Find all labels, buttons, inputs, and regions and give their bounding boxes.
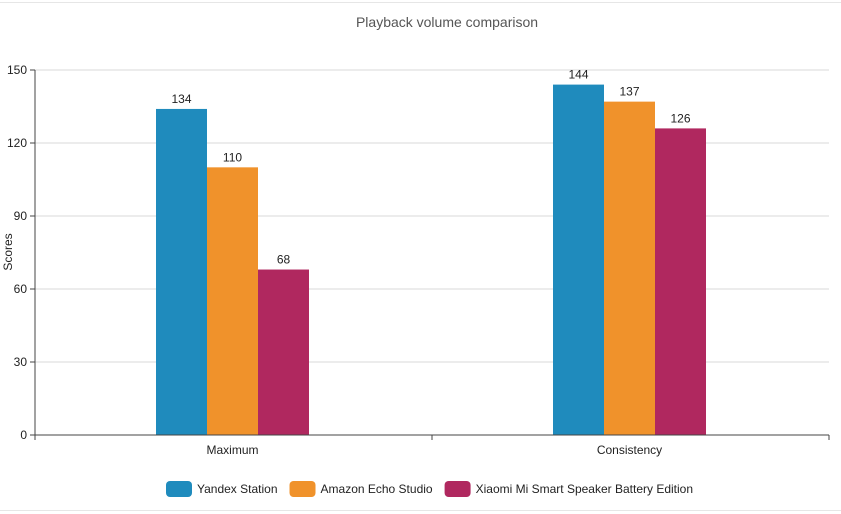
legend-label: Amazon Echo Studio [321, 482, 433, 496]
data-label: 144 [568, 68, 588, 82]
data-label: 134 [171, 92, 191, 106]
legend-swatch [166, 481, 192, 497]
y-tick-label: 90 [14, 209, 28, 223]
y-tick-label: 60 [14, 282, 28, 296]
bar [655, 128, 706, 435]
y-tick-label: 0 [20, 428, 27, 442]
data-label: 68 [277, 253, 291, 267]
bar [604, 101, 655, 435]
bar [156, 108, 207, 435]
data-label: 126 [670, 111, 690, 125]
bar [258, 269, 309, 435]
legend-swatch [289, 481, 316, 497]
legend-swatch [444, 481, 471, 497]
bar [553, 84, 604, 435]
chart-title: Playback volume comparison [356, 14, 538, 30]
data-label: 137 [619, 85, 639, 99]
x-tick-label: Consistency [597, 443, 662, 457]
frame-top-divider [0, 2, 841, 3]
y-tick-label: 120 [7, 136, 27, 150]
bar [207, 167, 258, 436]
data-label: 110 [223, 150, 242, 164]
y-axis-label: Scores [1, 233, 15, 270]
frame-bottom-divider [0, 510, 841, 511]
x-tick-label: Maximum [206, 443, 258, 457]
y-tick-label: 30 [14, 355, 28, 369]
legend-label: Xiaomi Mi Smart Speaker Battery Edition [476, 482, 693, 496]
legend-label: Yandex Station [197, 482, 278, 496]
y-tick-label: 150 [7, 63, 27, 77]
